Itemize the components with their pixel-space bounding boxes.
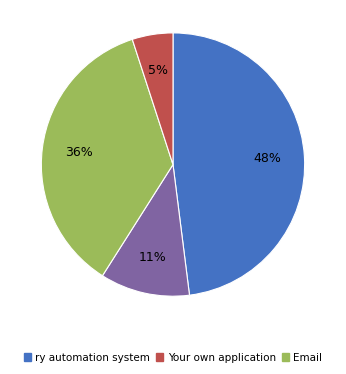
Text: 11%: 11% (138, 251, 166, 264)
Text: 36%: 36% (65, 146, 93, 159)
Wedge shape (132, 33, 173, 165)
Text: 5%: 5% (148, 64, 168, 77)
Wedge shape (42, 39, 173, 276)
Legend: ry automation system, Your own application, Email: ry automation system, Your own applicati… (19, 349, 327, 367)
Text: 48%: 48% (254, 152, 282, 165)
Wedge shape (102, 165, 190, 296)
Wedge shape (173, 33, 304, 295)
